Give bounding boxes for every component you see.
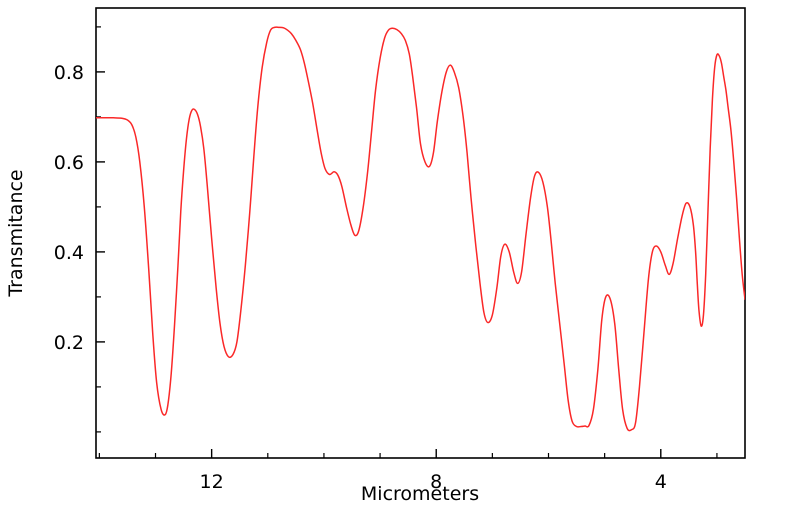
y-tick-label: 0.8 <box>54 62 84 84</box>
y-axis-ticks <box>96 26 105 433</box>
transmitance-spectrum-line <box>96 26 745 432</box>
x-axis-tick-labels: 12 8 4 <box>200 471 667 493</box>
x-tick-label: 4 <box>655 471 667 493</box>
x-axis-ticks <box>98 449 718 458</box>
x-tick-label: 12 <box>200 471 224 493</box>
y-tick-label: 0.4 <box>54 242 84 264</box>
y-tick-label: 0.6 <box>54 152 84 174</box>
y-axis-tick-labels: 0.2 0.4 0.6 0.8 <box>54 62 84 354</box>
y-axis-title: Transmitance <box>5 169 27 297</box>
plot-frame <box>95 7 746 459</box>
x-tick-label: 8 <box>430 471 442 493</box>
y-tick-label: 0.2 <box>54 332 84 354</box>
x-axis-title: Micrometers <box>361 483 479 505</box>
